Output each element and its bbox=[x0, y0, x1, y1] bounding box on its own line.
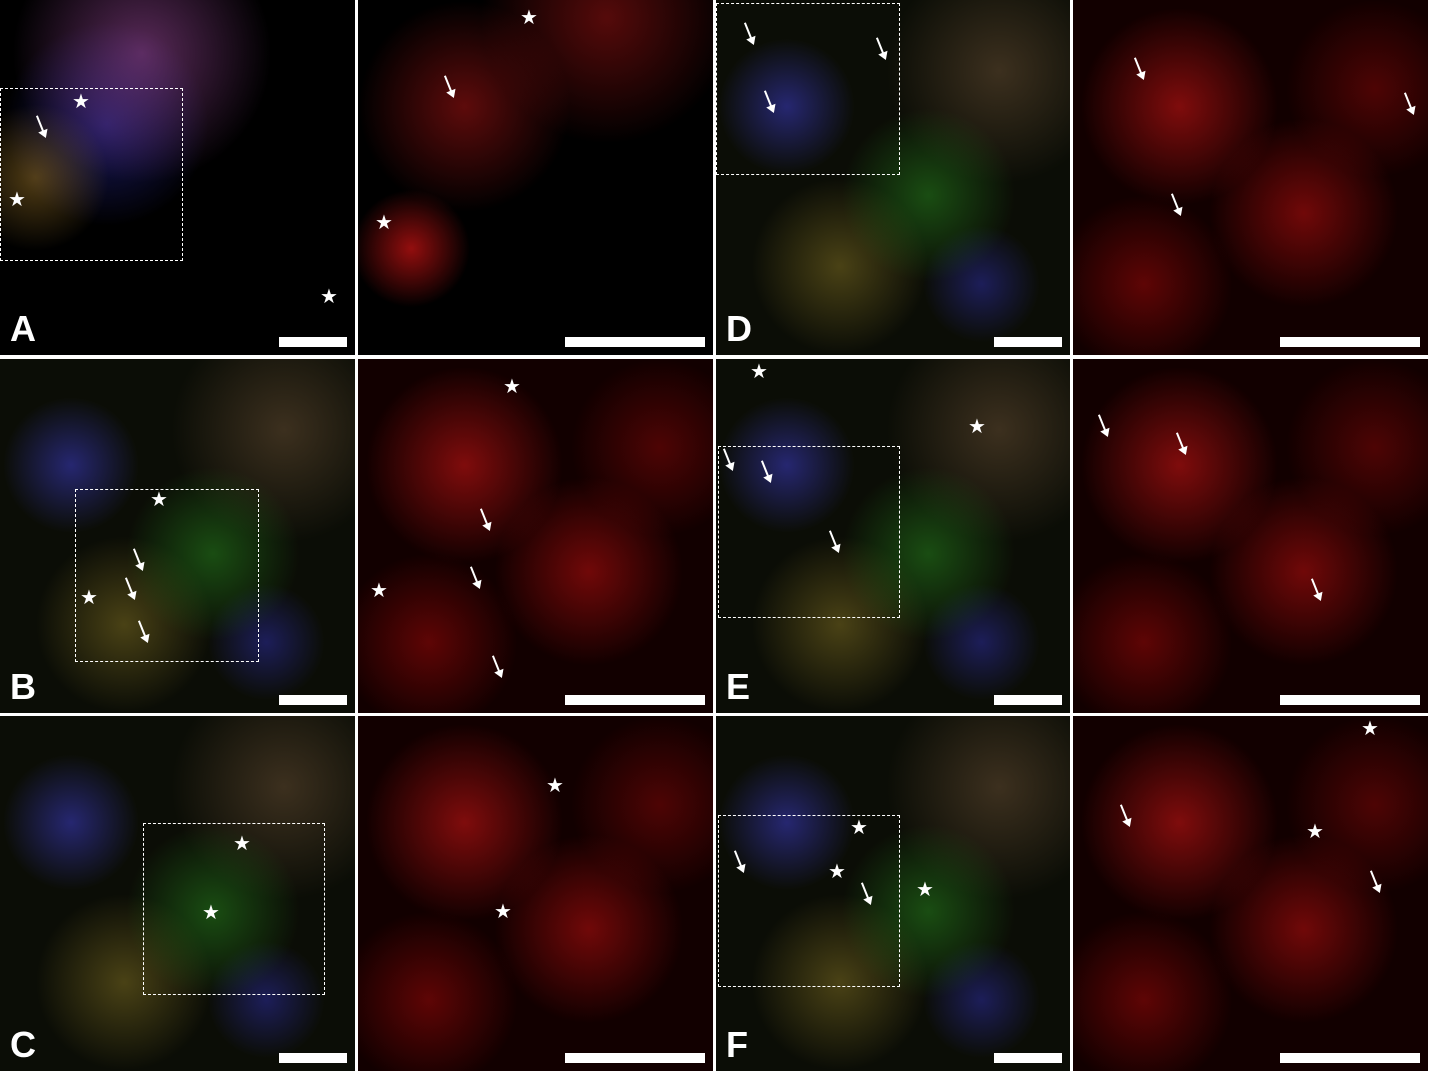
star-icon: ★ bbox=[503, 376, 521, 398]
star-icon: ★ bbox=[150, 489, 168, 511]
scale-bar bbox=[279, 695, 347, 705]
scale-bar bbox=[1280, 1053, 1420, 1063]
panel-label: C bbox=[10, 1024, 36, 1065]
micrograph-panel-d: D bbox=[716, 0, 1070, 355]
micrograph-panel: ★ ★ bbox=[358, 359, 713, 713]
arrow-icon bbox=[1133, 57, 1145, 79]
scale-bar bbox=[994, 695, 1062, 705]
star-icon: ★ bbox=[546, 775, 564, 797]
scale-bar bbox=[994, 337, 1062, 347]
micrograph-panel: ★ ★ bbox=[358, 0, 713, 355]
scale-bar bbox=[279, 1053, 347, 1063]
arrow-icon bbox=[479, 508, 491, 530]
star-icon: ★ bbox=[80, 587, 98, 609]
star-icon: ★ bbox=[72, 91, 90, 113]
arrow-icon bbox=[1403, 92, 1415, 114]
micrograph-panel-a: A ★ ★ ★ bbox=[0, 0, 355, 355]
arrow-icon bbox=[1097, 414, 1109, 436]
arrow-icon bbox=[443, 75, 455, 97]
micrograph-panel-b: B ★ ★ bbox=[0, 359, 355, 713]
panel-label: B bbox=[10, 666, 36, 707]
inset-box bbox=[716, 3, 900, 175]
star-icon: ★ bbox=[233, 833, 251, 855]
arrow-icon bbox=[1369, 870, 1381, 892]
micrograph-panel-f: F ★ ★ ★ bbox=[716, 716, 1070, 1071]
star-icon: ★ bbox=[202, 902, 220, 924]
star-icon: ★ bbox=[828, 861, 846, 883]
scale-bar bbox=[565, 1053, 705, 1063]
arrow-icon bbox=[1310, 578, 1322, 600]
arrow-icon bbox=[1170, 193, 1182, 215]
scale-bar bbox=[279, 337, 347, 347]
micrograph-panel-c: C ★ ★ bbox=[0, 716, 355, 1071]
scale-bar bbox=[565, 337, 705, 347]
star-icon: ★ bbox=[370, 580, 388, 602]
star-icon: ★ bbox=[320, 286, 338, 308]
panel-label: E bbox=[726, 666, 751, 707]
micrograph-panel: ★ ★ bbox=[1073, 716, 1428, 1071]
star-icon: ★ bbox=[850, 817, 868, 839]
star-icon: ★ bbox=[1306, 821, 1324, 843]
arrow-icon bbox=[491, 655, 503, 677]
star-icon: ★ bbox=[916, 879, 934, 901]
panel-label: A bbox=[10, 308, 36, 349]
star-icon: ★ bbox=[8, 189, 26, 211]
star-icon: ★ bbox=[520, 7, 538, 29]
scale-bar bbox=[1280, 695, 1420, 705]
inset-box bbox=[0, 88, 183, 261]
star-icon: ★ bbox=[750, 361, 768, 383]
scale-bar bbox=[1280, 337, 1420, 347]
panel-label: F bbox=[726, 1024, 748, 1065]
scale-bar bbox=[565, 695, 705, 705]
panel-label: D bbox=[726, 308, 752, 349]
micrograph-panel bbox=[1073, 0, 1428, 355]
micrograph-panel bbox=[1073, 359, 1428, 713]
inset-box bbox=[143, 823, 325, 995]
arrow-icon bbox=[1119, 804, 1131, 826]
scale-bar bbox=[994, 1053, 1062, 1063]
star-icon: ★ bbox=[494, 901, 512, 923]
inset-box bbox=[75, 489, 259, 662]
micrograph-panel: ★ ★ bbox=[358, 716, 713, 1071]
star-icon: ★ bbox=[1361, 718, 1379, 740]
arrow-icon bbox=[1175, 432, 1187, 454]
star-icon: ★ bbox=[968, 416, 986, 438]
micrograph-panel-e: E ★ ★ bbox=[716, 359, 1070, 713]
arrow-icon bbox=[469, 566, 481, 588]
star-icon: ★ bbox=[375, 212, 393, 234]
inset-box bbox=[718, 815, 900, 987]
inset-box bbox=[718, 446, 900, 618]
